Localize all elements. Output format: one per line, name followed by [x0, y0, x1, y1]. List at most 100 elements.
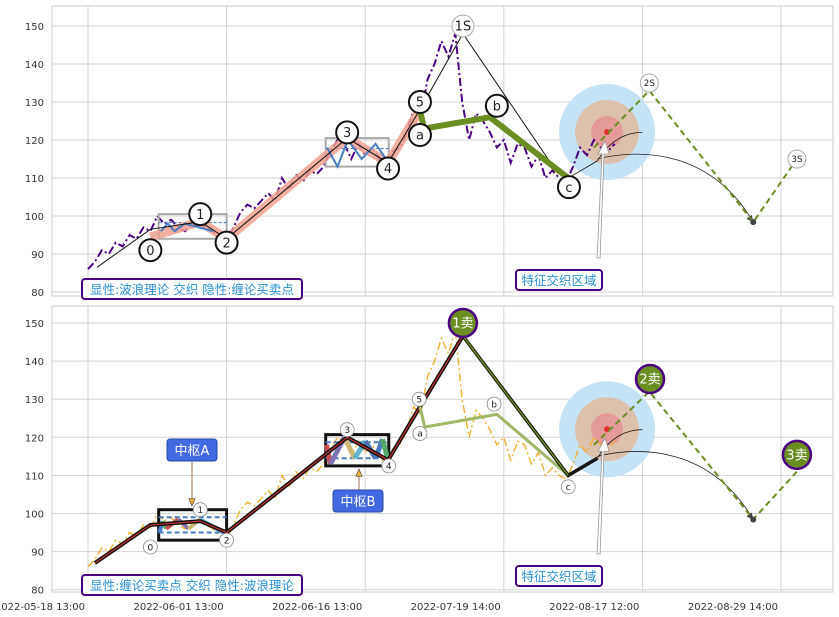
main-trend-line-inner: [94, 335, 464, 564]
wave-label-0: 0: [146, 244, 154, 259]
x-tick-label: 2022-06-01 13:00: [133, 602, 223, 613]
projection-large-arc: [597, 153, 754, 223]
wave-label-4: 4: [386, 462, 392, 472]
y-tick-label: 110: [25, 471, 44, 482]
sell-point-label-circle: [634, 363, 666, 395]
projection-dashed-line: [593, 390, 798, 521]
wave-label-c-circle: [560, 479, 576, 495]
y-tick-label: 80: [31, 288, 44, 299]
y-tick-label: 140: [25, 60, 44, 71]
legend-note: 显性:波浪理论 交织 隐性:缠论买卖点: [90, 282, 294, 297]
y-tick-label: 120: [25, 433, 44, 444]
wave-label-3-circle: [335, 120, 360, 145]
zhongshu-a-label: 中枢A: [175, 444, 210, 459]
zone-annotation-box: [515, 565, 603, 587]
wave-label-a: a: [416, 129, 424, 144]
x-tick-label: 2022-07-19 14:00: [411, 602, 501, 613]
sell-point-label-circle: [639, 73, 659, 93]
wave-label-4-circle: [376, 156, 401, 181]
y-tick-label: 110: [25, 174, 44, 185]
wave-label-b-circle: [484, 93, 509, 118]
wave-label-c: c: [565, 181, 572, 196]
zhongshu-a-arrowhead: [188, 498, 196, 507]
zone-pointer-arrow: [596, 139, 610, 259]
wave-label-a-circle: [412, 426, 428, 441]
y-tick-label: 150: [25, 22, 44, 33]
sell-point-label: 2S: [644, 79, 656, 89]
wave-label-5-circle: [407, 90, 432, 114]
projection-dashed-line: [593, 89, 798, 224]
zhongshu-b-label-box: [332, 489, 384, 513]
wave-label-2: 2: [224, 536, 230, 546]
sell-point-label: 2卖: [639, 373, 660, 388]
sub-segment-line: [342, 436, 358, 460]
zone-annotation: 特征交织区域: [521, 273, 596, 288]
abc-correction-line: [416, 108, 571, 181]
wave-label-0-circle: [142, 539, 158, 555]
wave-label-5-circle: [411, 391, 427, 407]
abc-correction-line: [418, 406, 570, 477]
wave-label-5: 5: [416, 96, 424, 111]
wave-label-2: 2: [222, 236, 230, 251]
sell-point-label: 3S: [791, 155, 803, 165]
y-tick-label: 100: [25, 212, 44, 223]
sell-point-label-circle: [447, 307, 479, 339]
projection-small-arc: [568, 132, 643, 179]
wave-label-1-circle: [192, 502, 208, 518]
zhongshu-b-label: 中枢B: [341, 495, 376, 510]
wave-label-b-circle: [486, 396, 502, 412]
x-tick-label: 2022-06-16 13:00: [272, 602, 362, 613]
sell-point-label: 3卖: [786, 449, 807, 464]
sub-segment-line: [352, 439, 368, 460]
x-tick-label: 2022-08-17 12:00: [549, 602, 639, 613]
projection-small-arc: [568, 429, 643, 476]
zhongshu-a-label-box: [166, 438, 218, 462]
sub-wave-line: [160, 222, 213, 233]
zone-pointer-arrow: [596, 437, 610, 555]
projection-low-dot: [750, 219, 757, 226]
price-series-line: [87, 33, 616, 270]
wave-label-c: c: [566, 483, 571, 493]
y-tick-label: 90: [31, 548, 44, 559]
legend-note-box: [81, 574, 303, 596]
sell-point-label-circle: [451, 14, 475, 38]
wave-label-1: 1: [196, 208, 204, 223]
wave-label-3: 3: [344, 426, 350, 436]
wave-label-0-circle: [138, 238, 163, 263]
sell-point-label: 1S: [455, 20, 472, 35]
wave-label-0: 0: [148, 543, 154, 553]
wave-label-5: 5: [416, 395, 422, 405]
zone-annotation-box: [515, 269, 603, 291]
wave-label-1: 1: [197, 506, 203, 516]
plot-area-top: [51, 5, 834, 297]
wave-label-2-circle: [219, 532, 235, 548]
x-tick-label: 2022-08-29 14:00: [688, 602, 778, 613]
projection-low-dot: [750, 516, 757, 523]
legend-note: 显性:缠论买卖点 交织 隐性:波浪理论: [90, 578, 294, 593]
x-tick-label: 2022-05-18 13:00: [0, 602, 85, 613]
sell-point-label: 1卖: [452, 317, 473, 332]
y-tick-label: 130: [25, 395, 44, 406]
down-trend-line-inner: [462, 335, 569, 476]
wave-label-1-circle: [188, 202, 213, 227]
wave-label-4-circle: [381, 458, 397, 474]
y-tick-label: 140: [25, 357, 44, 368]
y-tick-label: 130: [25, 98, 44, 109]
projection-large-arc: [597, 451, 754, 520]
y-tick-label: 120: [25, 136, 44, 147]
wave-label-2-circle: [214, 230, 239, 255]
y-tick-label: 100: [25, 510, 44, 521]
wave-label-b: b: [493, 99, 501, 114]
wave-label-b: b: [491, 400, 497, 410]
wave-label-4: 4: [384, 162, 392, 177]
y-tick-label: 90: [31, 250, 44, 261]
y-tick-label: 80: [31, 586, 44, 597]
sell-point-label-circle: [787, 149, 807, 169]
sub-segment-line: [380, 438, 391, 461]
y-tick-label: 150: [25, 319, 44, 330]
zone-annotation: 特征交织区域: [521, 569, 596, 584]
wave-label-3-circle: [339, 422, 355, 438]
sub-wave-line: [326, 137, 387, 169]
legend-note-box: [81, 278, 303, 300]
